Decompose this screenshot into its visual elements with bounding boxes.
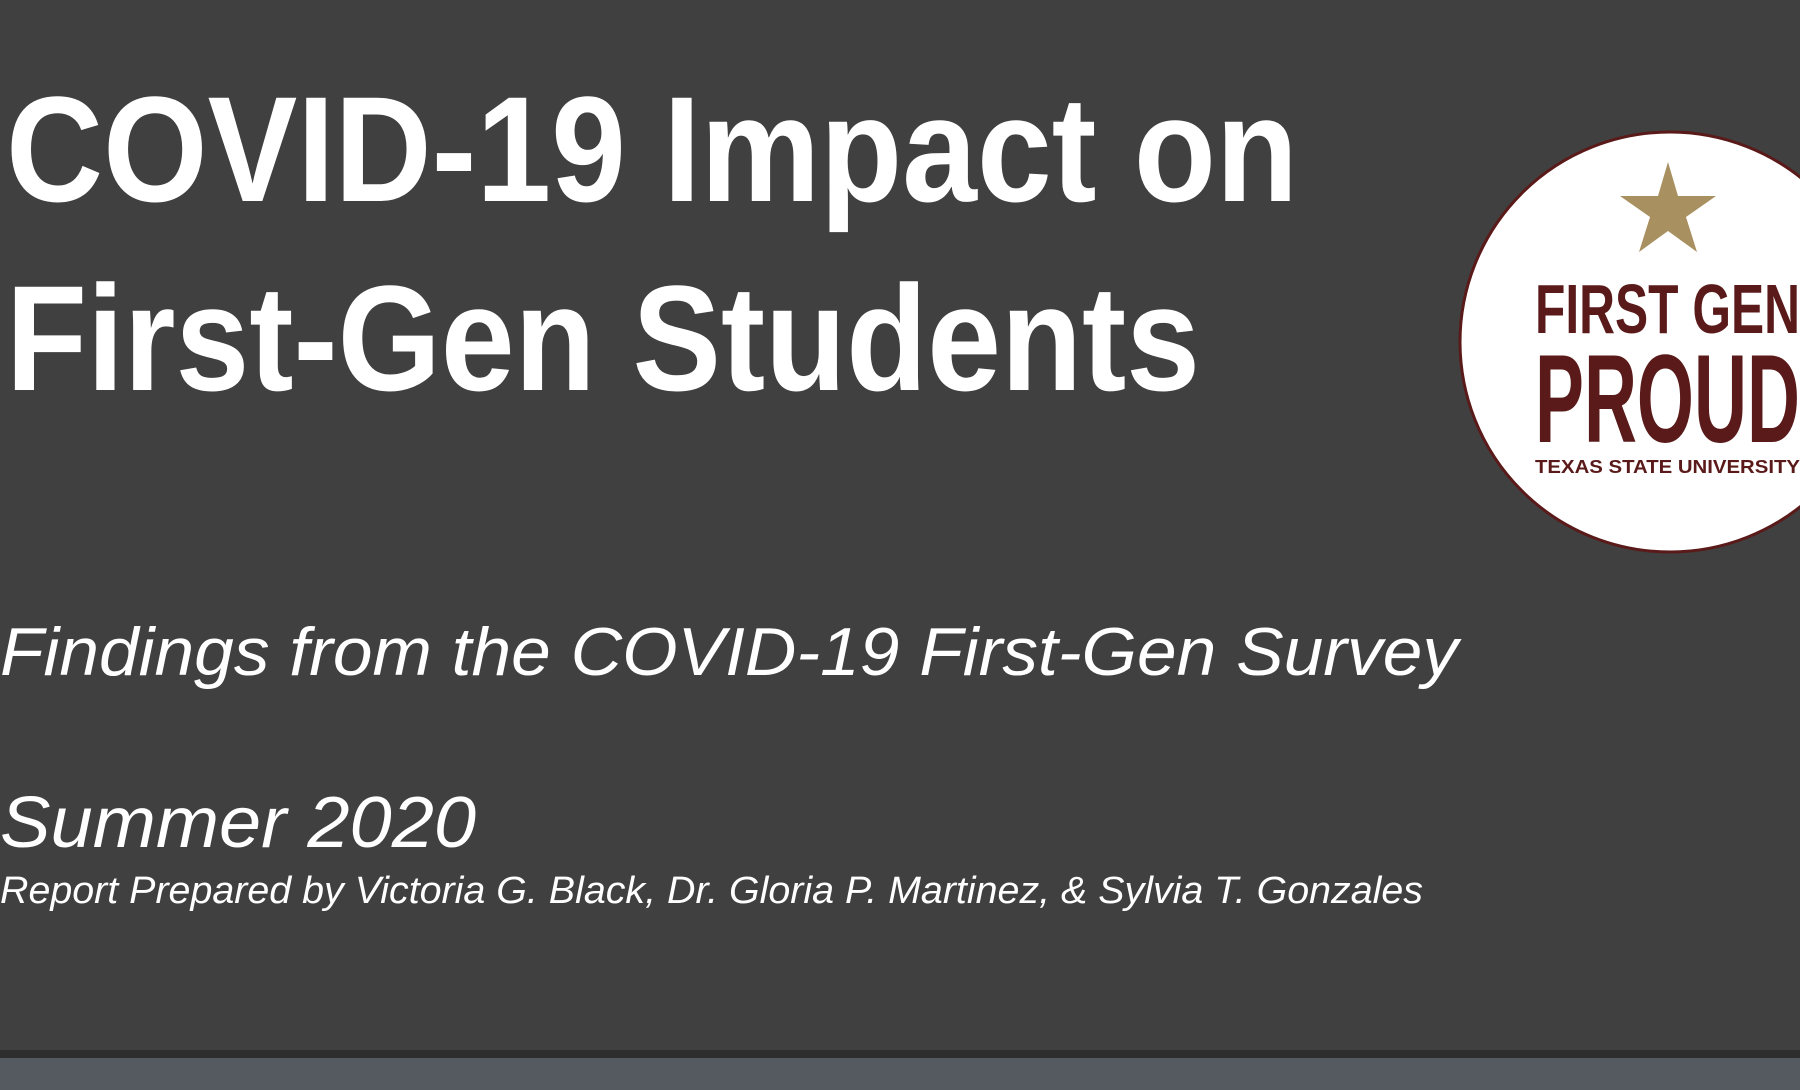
- logo-text: FIRST GEN: [1535, 270, 1800, 348]
- bottom-strip: [0, 1058, 1800, 1090]
- authors: Report Prepared by Victoria G. Black, Dr…: [0, 870, 1423, 912]
- subtitle: Findings from the COVID-19 First-Gen Sur…: [0, 614, 1462, 690]
- logo: FIRST GEN PROUD TEXAS STATE UNIVERSITY: [1458, 130, 1800, 554]
- title-line: COVID-19 Impact on: [6, 65, 1298, 233]
- date: Summer 2020: [0, 783, 476, 863]
- title-line: First-Gen Students: [6, 254, 1200, 422]
- logo-circle: [1458, 130, 1800, 554]
- logo-star: [1620, 162, 1716, 252]
- logo-text: PROUD: [1535, 330, 1800, 469]
- logo-text: TEXAS STATE UNIVERSITY: [1535, 457, 1800, 477]
